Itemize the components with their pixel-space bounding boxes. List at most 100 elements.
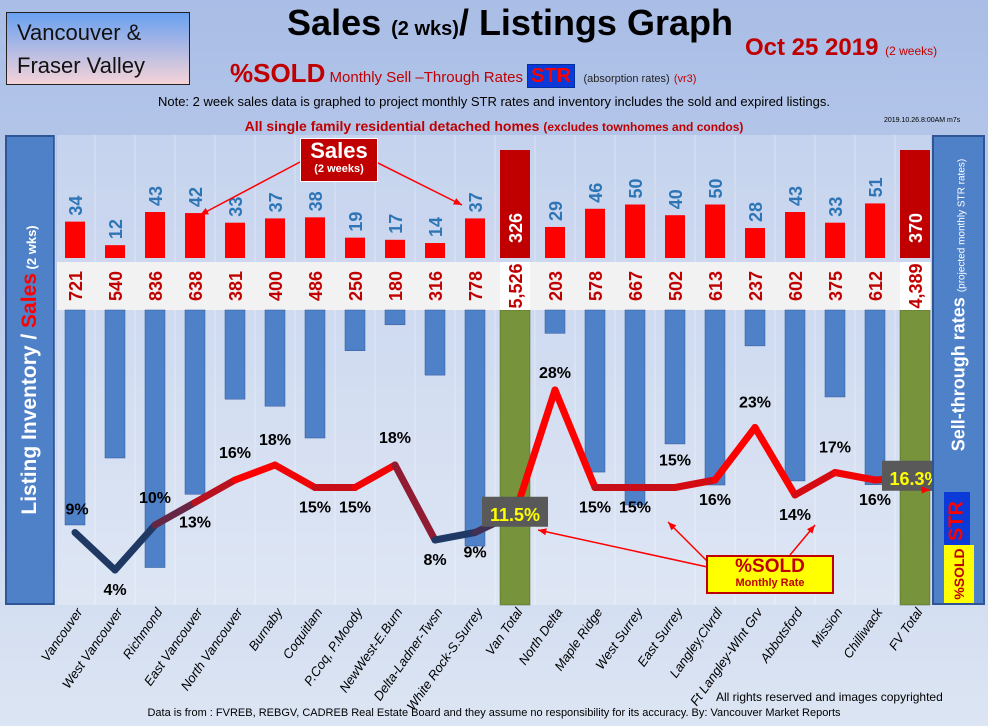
sales-bar — [105, 245, 125, 258]
annotation-arrow — [667, 521, 713, 567]
sub-rates: Monthly Sell –Through Rates — [329, 69, 523, 86]
report-date: Oct 25 2019 (2 weeks) — [745, 34, 937, 62]
listing-band — [57, 262, 931, 310]
listing-label: 400 — [266, 271, 286, 301]
sales-callout-sub: (2 weeks) — [314, 163, 364, 175]
total-percent-label: 16.3% — [889, 469, 940, 489]
listing-bar — [824, 309, 846, 398]
sales-bar — [545, 226, 565, 258]
listing-bar — [184, 309, 206, 495]
sales-bar — [900, 150, 930, 258]
str-line-segment — [151, 499, 199, 529]
sales-callout-title: Sales — [310, 138, 368, 163]
sales-callout: Sales (2 weeks) — [300, 138, 378, 182]
listing-label: 486 — [306, 271, 326, 301]
sales-bar — [265, 218, 285, 258]
listing-label: 667 — [626, 271, 646, 301]
listing-bar — [384, 309, 406, 326]
sales-label: 46 — [586, 183, 606, 203]
listing-bar — [104, 309, 126, 459]
sales-label: 50 — [706, 178, 726, 198]
sales-bar — [185, 213, 205, 258]
listing-bar — [899, 309, 931, 606]
listing-label: 375 — [826, 271, 846, 301]
sold-callout-title: %SOLD — [735, 556, 805, 577]
listing-label: 5,526 — [506, 263, 526, 308]
timestamp: 2019.10.26.8:00AM m7s — [884, 117, 961, 124]
arrow-head — [453, 198, 462, 205]
str-line-segment — [71, 529, 119, 574]
percent-label: 10% — [139, 490, 171, 507]
brand-line1: Vancouver & — [17, 20, 142, 45]
category-label: Burnaby — [245, 604, 286, 653]
sold-label: %SOLD — [951, 548, 967, 600]
percent-label: 18% — [259, 432, 291, 449]
arrow-head — [200, 208, 209, 215]
percent-label: 18% — [379, 430, 411, 447]
category-label: Mission — [808, 605, 846, 650]
title-main: Sales — [287, 2, 382, 43]
listing-bar — [704, 309, 726, 486]
listing-label: 612 — [866, 271, 886, 301]
percent-label: 16% — [859, 492, 891, 509]
listing-label: 540 — [106, 271, 126, 301]
listing-bar — [784, 309, 806, 482]
y-axis-panel: Listing Inventory / Sales (2 wks) — [5, 135, 55, 605]
sales-bar — [825, 222, 845, 258]
percent-label: 16% — [219, 445, 251, 462]
sales-bar — [465, 218, 485, 258]
str-line-segment — [791, 469, 839, 499]
listing-label: 180 — [386, 271, 406, 301]
str-line-segment — [751, 424, 799, 499]
str-label: STR — [945, 501, 968, 541]
sales-label: 33 — [826, 197, 846, 217]
copyright: All rights reserved and images copyright… — [716, 690, 943, 704]
percent-label: 17% — [819, 440, 851, 457]
str-line-segment — [711, 424, 759, 484]
listing-bar — [624, 309, 646, 506]
listing-bar — [144, 309, 166, 568]
percent-label: 16% — [699, 492, 731, 509]
sales-bar — [385, 239, 405, 258]
annotation-arrow — [537, 529, 713, 569]
sales-label: 28 — [746, 202, 766, 222]
sales-label: 37 — [266, 192, 286, 212]
total-percent-label: 11.5% — [490, 505, 540, 525]
sold-callout: %SOLD Monthly Rate — [706, 555, 834, 594]
sales-label: 51 — [866, 177, 886, 197]
percent-label: 23% — [739, 395, 771, 412]
listing-label: 203 — [546, 271, 566, 301]
listing-label: 613 — [706, 271, 726, 301]
sales-bar — [585, 208, 605, 258]
str-line-segment — [191, 476, 239, 506]
sales-label: 38 — [306, 191, 326, 211]
sales-bar — [500, 150, 530, 258]
headline-small: (excludes townhomes and condos) — [543, 120, 744, 134]
listing-bar — [664, 309, 686, 445]
percent-label: 15% — [579, 500, 611, 517]
listing-label: 4,389 — [906, 263, 926, 308]
listing-bar — [464, 309, 486, 547]
percent-label: 15% — [299, 500, 331, 517]
sales-label: 29 — [546, 201, 566, 221]
sales-bar — [705, 204, 725, 258]
sales-label: 40 — [666, 189, 686, 209]
sales-bar — [145, 211, 165, 258]
listing-bar — [499, 309, 531, 606]
title-rest: / Listings Graph — [458, 2, 733, 43]
percent-label: 28% — [539, 365, 571, 382]
sales-bar — [625, 204, 645, 258]
listing-bar — [424, 309, 446, 376]
sales-label: 37 — [466, 192, 486, 212]
note: Note: 2 week sales data is graphed to pr… — [157, 94, 831, 109]
listing-bar — [64, 309, 86, 526]
listing-label: 638 — [186, 271, 206, 301]
percent-label: 13% — [179, 515, 211, 532]
data-source: Data is from : FVREB, REBGV, CADREB Real… — [147, 707, 841, 719]
percent-label: 15% — [339, 500, 371, 517]
arrow-head — [921, 486, 930, 494]
sales-bar — [225, 222, 245, 258]
listing-label: 778 — [466, 271, 486, 301]
listing-label: 836 — [146, 271, 166, 301]
